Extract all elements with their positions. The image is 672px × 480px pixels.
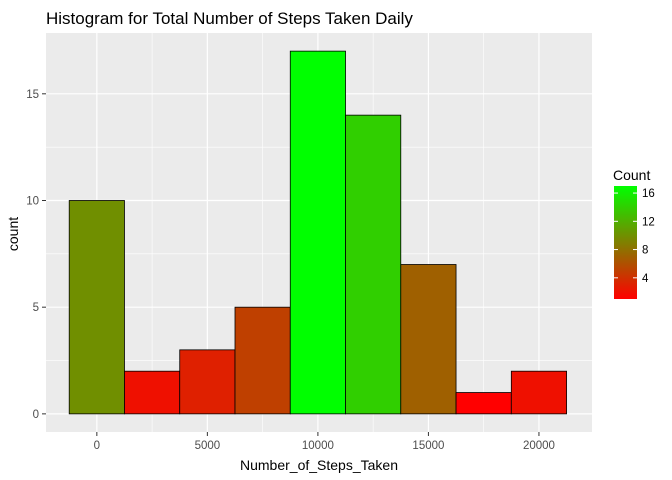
legend-label: 4 xyxy=(642,273,649,285)
histogram-bar-7 xyxy=(400,264,457,415)
histogram-bars xyxy=(68,50,567,415)
histogram-bar-6 xyxy=(345,114,402,415)
legend-title: Count xyxy=(613,167,650,183)
x-axis: 0 5000 10000 15000 20000 xyxy=(94,432,555,452)
x-tick-label: 15000 xyxy=(412,440,444,452)
y-axis: 0 5 10 15 xyxy=(26,89,46,421)
x-tick-label: 5000 xyxy=(195,440,221,452)
histogram-bar-9 xyxy=(510,370,567,415)
histogram-bar-5 xyxy=(289,50,346,415)
legend-colorbar xyxy=(614,186,637,299)
chart-title: Histogram for Total Number of Steps Take… xyxy=(46,9,413,28)
x-axis-title: Number_of_Steps_Taken xyxy=(240,457,398,473)
histogram-bar-3 xyxy=(179,349,236,415)
y-tick-label: 15 xyxy=(26,89,39,101)
histogram-bar-1 xyxy=(68,200,125,415)
legend-label: 16 xyxy=(642,188,655,200)
y-tick-label: 10 xyxy=(26,195,39,207)
legend-label: 8 xyxy=(642,245,648,257)
x-tick-label: 10000 xyxy=(302,440,334,452)
histogram-bar-4 xyxy=(234,306,291,415)
y-axis-title: count xyxy=(5,217,21,251)
legend-ticks: 4 8 12 16 xyxy=(614,188,655,285)
x-tick-label: 0 xyxy=(94,440,100,452)
histogram-bar-8 xyxy=(455,392,512,415)
histogram-bar-2 xyxy=(124,370,181,415)
x-tick-label: 20000 xyxy=(523,440,555,452)
y-tick-label: 0 xyxy=(33,409,39,421)
legend: Count 4 8 12 16 xyxy=(613,167,655,299)
y-tick-label: 5 xyxy=(33,302,39,314)
legend-label: 12 xyxy=(642,216,655,228)
